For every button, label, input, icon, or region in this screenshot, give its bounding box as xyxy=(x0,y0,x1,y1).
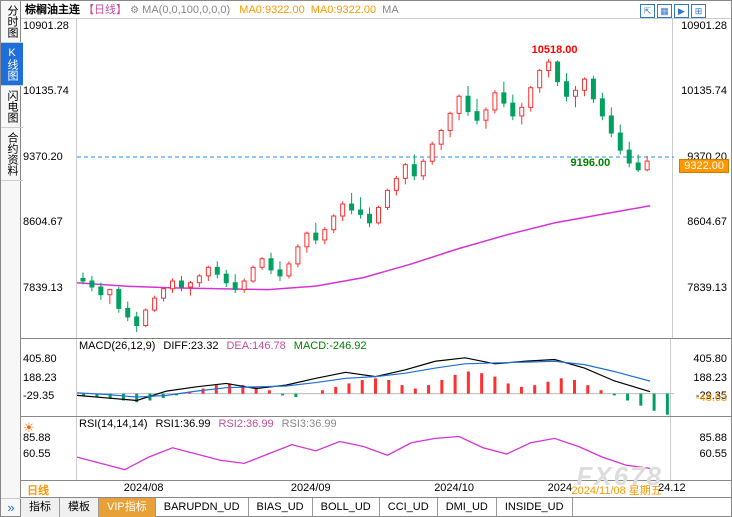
left-tab[interactable]: 分时图 xyxy=(1,1,23,43)
y-tick-label: 188.23 xyxy=(693,372,727,384)
rsi-header-item: RSI1:36.99 xyxy=(155,418,210,430)
toolbar-icon[interactable]: ⇱ xyxy=(640,4,655,18)
y-tick-label: 85.88 xyxy=(699,432,727,444)
indicator-tab[interactable]: VIP指标 xyxy=(99,498,156,517)
ma-value: MA xyxy=(382,4,399,16)
macd-header-item: DIFF:23.32 xyxy=(163,340,218,352)
rsi-header-item: RSI2:36.99 xyxy=(219,418,274,430)
y-tick-label: -29.35 xyxy=(23,390,54,402)
settings-icon[interactable]: ⚙ xyxy=(130,5,139,16)
y-tick-label: 405.80 xyxy=(693,353,727,365)
toolbar-icon[interactable]: ▦ xyxy=(657,4,672,18)
sun-icon: ☀ xyxy=(23,420,35,436)
y-tick-label: 60.55 xyxy=(699,448,727,460)
current-price-tag: 9322.00 xyxy=(679,159,729,173)
y-tick-label: 8604.67 xyxy=(687,216,727,228)
indicator-tab[interactable]: 模板 xyxy=(60,498,99,517)
left-tab-strip: 分时图K线图闪电图合约资料 » xyxy=(1,1,21,516)
y-tick-label: -29.35 xyxy=(696,390,727,402)
header-toolbar: ⇱▦▶⊞ xyxy=(638,2,706,20)
indicator-tab[interactable]: BIAS_UD xyxy=(249,498,313,517)
toolbar-icon[interactable]: ▶ xyxy=(674,4,689,18)
ma-value: MA0:9322.00 xyxy=(239,4,304,16)
xaxis-left-label: 日线 xyxy=(27,482,49,498)
left-tab[interactable]: K线图 xyxy=(1,43,23,86)
indicator-tab[interactable]: INSIDE_UD xyxy=(497,498,573,517)
y-tick-label: 9370.20 xyxy=(687,151,727,163)
timeframe-label: 【日线】 xyxy=(83,4,127,16)
svg-text:10518.00: 10518.00 xyxy=(532,44,578,56)
y-tick-label: 7839.13 xyxy=(23,282,63,294)
indicator-tab[interactable]: CCI_UD xyxy=(380,498,438,517)
indicator-tab[interactable]: 指标 xyxy=(21,498,60,517)
x-tick-label: 2024/10 xyxy=(434,482,474,494)
indicator-tab[interactable]: DMI_UD xyxy=(438,498,497,517)
expand-icon[interactable]: » xyxy=(1,498,21,516)
macd-current-value: -48.63 xyxy=(696,392,727,404)
svg-text:9196.00: 9196.00 xyxy=(571,157,611,169)
left-tab[interactable]: 闪电图 xyxy=(1,86,23,128)
x-tick-label: 2024/09 xyxy=(291,482,331,494)
indicator-tab[interactable]: BOLL_UD xyxy=(313,498,380,517)
ma-value: MA0:9322.00 xyxy=(311,4,376,16)
watermark: FX678 xyxy=(576,461,663,492)
price-panel: 10901.28 10135.74 9370.20 8604.67 7839.13 10… xyxy=(21,19,731,339)
left-tab[interactable]: 合约资料 xyxy=(1,128,23,181)
y-tick-label: 10135.74 xyxy=(681,85,727,97)
ma-config: MA(0,0,100,0,0,0) xyxy=(142,4,230,16)
y-tick-label: 405.80 xyxy=(23,353,57,365)
y-tick-label: 10901.28 xyxy=(23,20,69,32)
macd-header-item: MACD:-246.92 xyxy=(294,340,367,352)
price-plot[interactable]: 10518.009196.007324.00 xyxy=(76,19,673,338)
y-tick-label: 10135.74 xyxy=(23,85,69,97)
instrument-title: 棕榈油主连 xyxy=(25,4,80,16)
y-tick-label: 188.23 xyxy=(23,372,57,384)
bottom-tab-bar: 指标模板VIP指标BARUPDN_UDBIAS_UDBOLL_UDCCI_UDD… xyxy=(21,498,731,517)
y-tick-label: 60.55 xyxy=(23,448,51,460)
y-tick-label: 9370.20 xyxy=(23,151,63,163)
rsi-header-item: RSI(14,14,14) xyxy=(79,418,147,430)
y-tick-label: 7839.13 xyxy=(687,282,727,294)
macd-header-item: MACD(26,12,9) xyxy=(79,340,155,352)
indicator-tab[interactable]: BARUPDN_UD xyxy=(156,498,249,517)
chart-header: 棕榈油主连 【日线】 ⚙ MA(0,0,100,0,0,0) MA0:9322.… xyxy=(21,1,731,19)
y-tick-label: 10901.28 xyxy=(681,20,727,32)
rsi-header-item: RSI3:36.99 xyxy=(282,418,337,430)
macd-panel: MACD(26,12,9) DIFF:23.32 DEA:146.78 MACD:-2… xyxy=(21,339,731,417)
y-tick-label: 8604.67 xyxy=(23,216,63,228)
toolbar-icon[interactable]: ⊞ xyxy=(691,4,706,18)
x-tick-label: 2024/08 xyxy=(124,482,164,494)
macd-header-item: DEA:146.78 xyxy=(226,340,285,352)
x-tick-label: 2024 xyxy=(548,482,572,494)
